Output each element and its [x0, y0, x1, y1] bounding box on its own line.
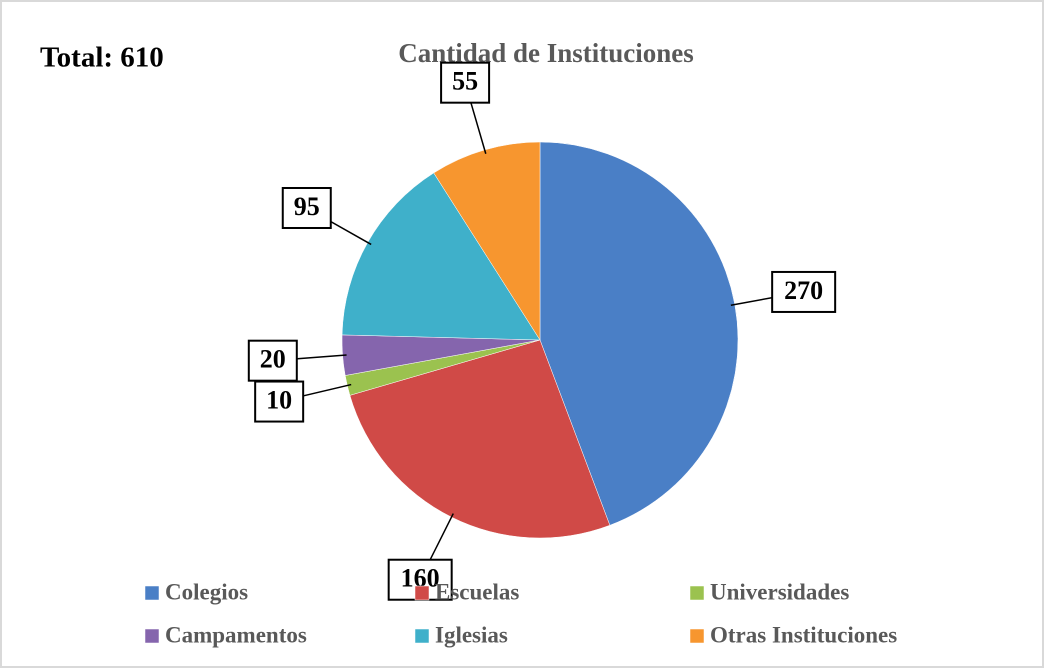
legend-swatch: [414, 628, 430, 644]
total-annotation: Total: 610: [40, 42, 164, 74]
legend-label: Iglesias: [435, 622, 508, 647]
data-label: 95: [294, 192, 320, 221]
data-label-box: [440, 61, 491, 104]
data-label-box: [247, 339, 298, 382]
data-label: 10: [266, 386, 292, 415]
legend-label: Campamentos: [165, 622, 307, 647]
legend-swatch: [689, 585, 705, 601]
legend-swatch: [414, 585, 430, 601]
legend-label: Colegios: [165, 579, 248, 604]
data-label-box: [254, 380, 305, 423]
legend-label: Universidades: [710, 579, 849, 604]
data-label: 55: [452, 67, 478, 96]
data-label: 270: [784, 276, 823, 305]
legend-label: Otras Instituciones: [710, 622, 897, 647]
legend-swatch: [144, 585, 160, 601]
data-label-box: [771, 270, 837, 313]
legend-swatch: [144, 628, 160, 644]
data-label: 20: [260, 345, 286, 374]
data-label-box: [281, 186, 332, 229]
legend-swatch: [689, 628, 705, 644]
legend-label: Escuelas: [435, 579, 519, 604]
